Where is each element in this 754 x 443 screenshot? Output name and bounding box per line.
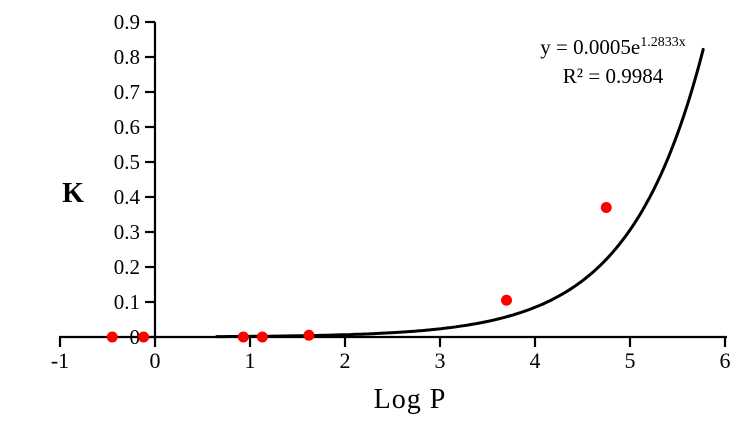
- x-tick-label: 6: [720, 348, 731, 373]
- y-tick-label: 0.2: [114, 255, 140, 279]
- trendline-curve: [215, 47, 705, 339]
- y-tick-label: 0.7: [114, 80, 140, 104]
- equation-text: y = 0.0005e1.2833x: [498, 33, 728, 62]
- x-tick-label: 4: [530, 348, 541, 373]
- data-point: [600, 202, 612, 213]
- equation-base: y = 0.0005e: [540, 35, 641, 59]
- y-tick-label: 0.8: [114, 45, 140, 69]
- y-tick-label: 0.3: [114, 220, 140, 244]
- y-axis-title: K: [62, 178, 84, 209]
- equation-exponent: 1.2833x: [640, 35, 686, 50]
- r-squared-text: R² = 0.9984: [562, 64, 664, 88]
- x-tick-label: 1: [245, 348, 256, 373]
- data-point: [303, 329, 315, 341]
- data-point: [237, 331, 249, 343]
- x-tick-label: 5: [625, 348, 636, 373]
- y-tick-label: 0.5: [114, 150, 140, 174]
- data-point: [501, 294, 512, 306]
- trendline-annotation: y = 0.0005e1.2833x R² = 0.9984: [498, 33, 728, 91]
- data-point: [256, 331, 268, 343]
- y-tick-label: 0.6: [114, 115, 140, 139]
- x-tick-label: 2: [340, 348, 351, 373]
- y-tick-label: 0.9: [114, 10, 140, 34]
- x-tick-label: 0: [150, 348, 161, 373]
- y-tick-label: 0: [130, 325, 141, 349]
- data-point: [138, 331, 150, 343]
- y-tick-label: 0.4: [114, 185, 141, 209]
- x-tick-label: 3: [435, 348, 446, 373]
- data-point: [106, 331, 118, 343]
- x-axis-title: Log P: [373, 384, 447, 415]
- x-tick-label: -1: [51, 348, 69, 373]
- y-tick-label: 0.1: [114, 290, 140, 314]
